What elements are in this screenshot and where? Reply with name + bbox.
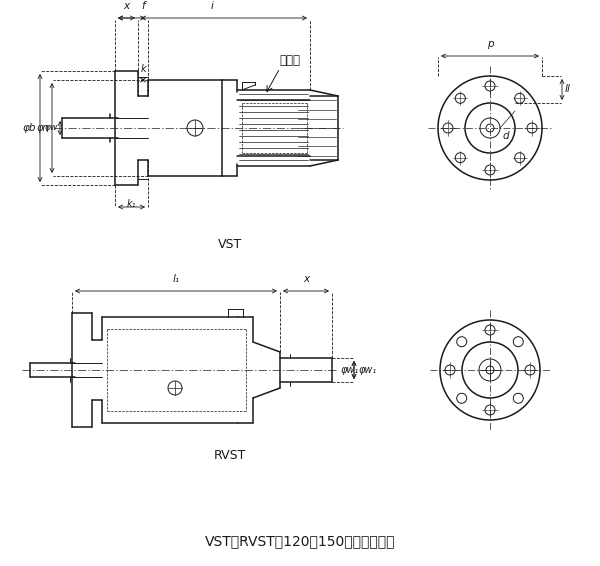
Text: φw: φw [44,123,58,132]
Text: k₁: k₁ [127,199,136,209]
Text: d: d [503,131,509,141]
Text: p: p [487,39,493,49]
Text: φb: φb [23,123,36,133]
Text: l: l [565,84,568,95]
Text: f: f [141,1,145,11]
Text: VST、RVST（120～150）外形尺寸图: VST、RVST（120～150）外形尺寸图 [205,534,395,548]
Text: x: x [124,1,130,11]
Text: φw₁: φw₁ [341,365,359,375]
Text: 电动机: 电动机 [280,54,301,66]
Text: l: l [567,84,570,95]
Text: i: i [211,1,214,11]
Text: φw₁: φw₁ [359,365,377,375]
Text: l₁: l₁ [173,274,179,284]
Text: RVST: RVST [214,449,246,462]
Text: φn: φn [37,123,49,133]
Text: VST: VST [218,238,242,251]
Text: k: k [140,64,146,74]
Text: x: x [303,274,309,284]
